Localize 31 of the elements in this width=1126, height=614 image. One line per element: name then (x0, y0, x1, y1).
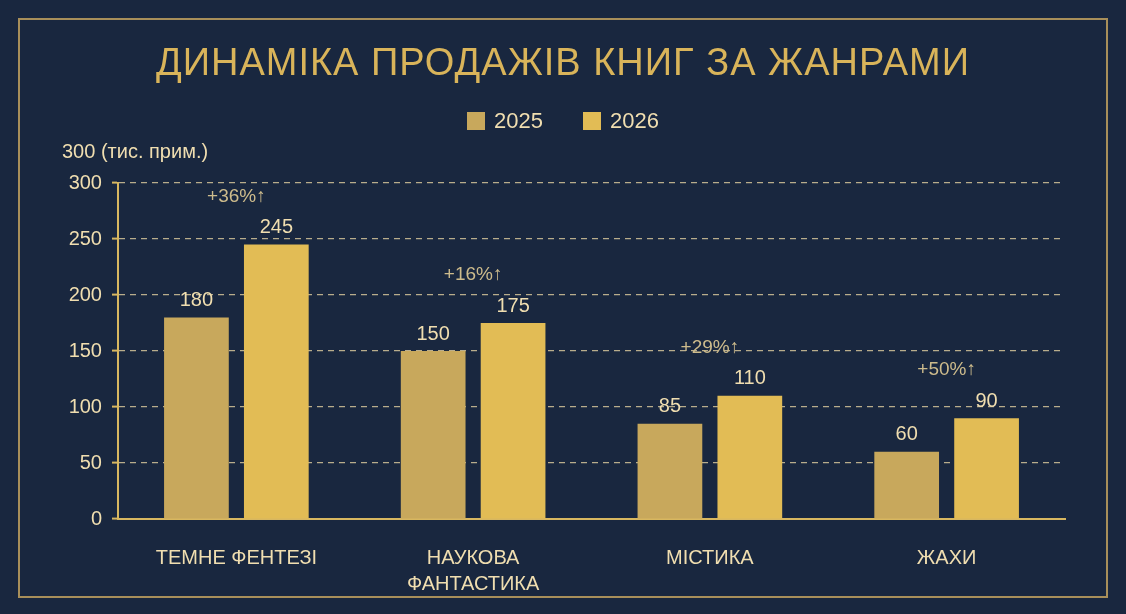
y-tick-label: 100 (68, 394, 102, 417)
data-label: 110 (733, 366, 766, 389)
annotation: +36%↑ (207, 184, 266, 206)
data-label: 150 (416, 321, 450, 344)
data-label: 85 (658, 394, 682, 417)
x-tick-label: МІСТИКА (666, 545, 755, 568)
x-tick-label: НАУКОВА ФАНТАСТИКА (406, 545, 540, 594)
annotation: +29%↑ (680, 336, 740, 358)
bar (400, 351, 466, 519)
y-tick-label: 300 (68, 170, 102, 193)
y-tick-label: 200 (68, 282, 102, 305)
y-tick-label: 0 (90, 506, 102, 529)
x-tick-label: ЖАХИ (916, 545, 977, 568)
bar (164, 317, 229, 519)
legend-label: 2026 (610, 108, 659, 134)
data-label: 90 (975, 388, 998, 411)
legend-label: 2025 (494, 108, 543, 134)
y-tick-label: 50 (79, 450, 102, 473)
x-tick-label: ТЕМНЕ ФЕНТЕЗІ (155, 545, 318, 568)
data-label: 245 (259, 215, 294, 238)
y-axis-title: 300 (тис. прим.) (62, 139, 209, 162)
y-tick-label: 150 (68, 338, 102, 361)
annotation: +50%↑ (917, 358, 976, 380)
data-label: 175 (496, 293, 530, 316)
data-label: 60 (895, 422, 918, 445)
bar (637, 423, 703, 519)
chart-title: ДИНАМІКА ПРОДАЖІВ КНИГ ЗА ЖАНРАМИ (154, 40, 972, 85)
y-tick-label: 250 (68, 226, 102, 249)
bar (874, 451, 940, 519)
annotation: +16%↑ (443, 263, 503, 285)
data-label: 180 (179, 287, 214, 310)
